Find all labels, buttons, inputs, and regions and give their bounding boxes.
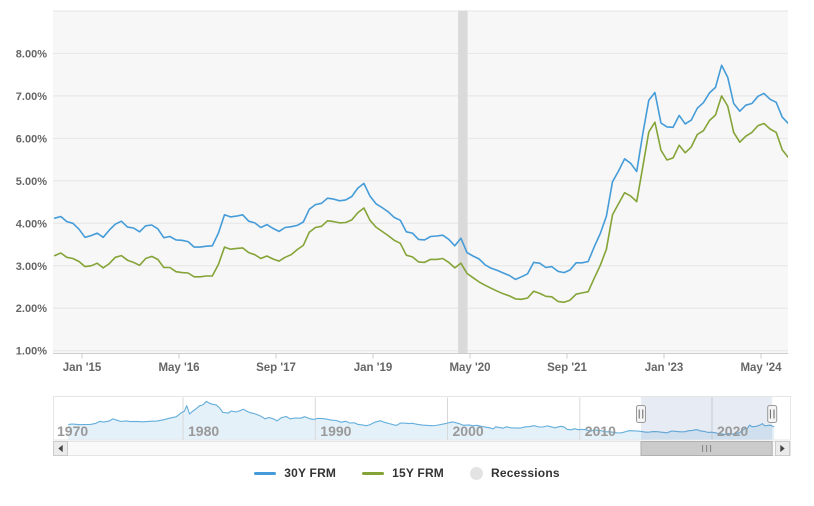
series-15y-frm[interactable] [53,95,789,304]
x-axis-label: Jan '23 [645,362,684,374]
legend-item-recessions[interactable]: Recessions [470,466,560,480]
x-axis-label: Sep '21 [547,362,587,374]
right-arrow-icon [780,444,785,453]
y-axis-label: 4.00% [16,218,47,230]
rate-chart-canvas: 1.00% 2.00% 3.00% 4.00% 5.00% 6.00% 7.00% 8.00%… [16,10,791,456]
y-axis-label: 7.00% [16,91,47,103]
x-axis-label: May '24 [740,362,782,374]
decade-label: 2020 [717,423,748,439]
left-arrow-icon [58,444,63,453]
x-axis-label: May '16 [158,362,199,374]
y-axis-label: 8.00% [16,48,47,60]
recession-band [458,10,468,353]
line-marker-icon [362,471,385,475]
legend-item-label: Recessions [491,466,560,480]
decade-label: 1980 [188,423,219,439]
legend-item-label: 15Y FRM [392,466,445,480]
navigator-handle-left[interactable] [636,405,646,423]
plot-area[interactable] [53,10,788,354]
decade-label: 2000 [453,423,484,439]
navigator-outline [53,396,791,441]
decade-label: 1970 [57,423,88,439]
y-axis-label: 1.00% [16,346,47,358]
navigator-line [68,400,775,435]
legend: 30Y FRM 15Y FRM Recessions [0,466,814,480]
decade-label: 1990 [320,423,351,439]
circle-marker-icon [470,466,484,480]
y-axis-label: 2.00% [16,303,47,315]
y-axis-label: 5.00% [16,176,47,188]
navigator-selection[interactable] [641,397,773,440]
x-axis-label: Jan '19 [354,362,393,374]
navigator-handle-right[interactable] [767,405,778,423]
line-marker-icon [254,471,277,475]
decade-label: 2010 [585,423,616,439]
y-axis-label: 3.00% [16,261,47,273]
legend-item-15y-frm[interactable]: 15Y FRM [362,466,444,480]
x-axis-label: Sep '17 [256,362,296,374]
legend-item-30y-frm[interactable]: 30Y FRM [254,466,336,480]
x-axis-label: Jan '15 [63,362,102,374]
legend-item-label: 30Y FRM [284,466,337,480]
y-axis-label: 6.00% [16,133,47,145]
x-axis-label: May '20 [449,362,490,374]
series-30y-frm[interactable] [53,64,789,281]
